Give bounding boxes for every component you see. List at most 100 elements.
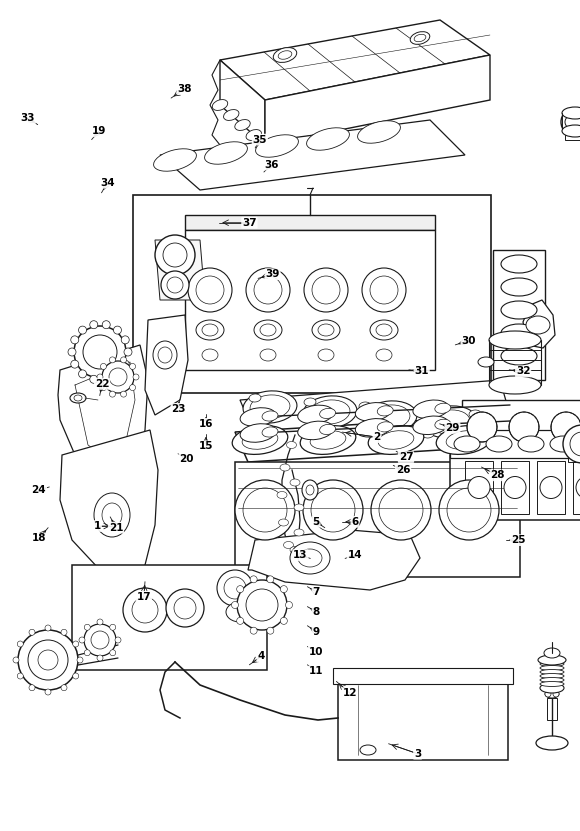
Ellipse shape: [509, 412, 539, 442]
Ellipse shape: [240, 424, 276, 442]
Ellipse shape: [155, 235, 195, 275]
Text: 22: 22: [95, 379, 109, 389]
Text: 16: 16: [198, 419, 213, 429]
Text: 31: 31: [414, 366, 429, 376]
Ellipse shape: [254, 276, 282, 304]
Ellipse shape: [551, 412, 580, 442]
Text: 14: 14: [347, 550, 362, 560]
Ellipse shape: [553, 691, 559, 697]
Text: 1: 1: [94, 521, 101, 531]
Ellipse shape: [121, 360, 129, 368]
Ellipse shape: [303, 396, 357, 428]
Text: 29: 29: [445, 423, 459, 433]
Text: 25: 25: [511, 535, 525, 545]
Bar: [465, 461, 493, 514]
Ellipse shape: [256, 135, 298, 157]
Text: 11: 11: [309, 666, 324, 676]
Ellipse shape: [72, 673, 79, 679]
Ellipse shape: [285, 602, 292, 608]
Ellipse shape: [423, 406, 477, 438]
Ellipse shape: [446, 430, 482, 450]
Ellipse shape: [545, 690, 559, 698]
Polygon shape: [220, 60, 265, 145]
Ellipse shape: [356, 402, 391, 421]
Ellipse shape: [298, 549, 322, 567]
Ellipse shape: [78, 370, 86, 378]
Polygon shape: [145, 315, 188, 415]
Ellipse shape: [284, 542, 293, 548]
Ellipse shape: [202, 349, 218, 361]
Ellipse shape: [97, 655, 103, 661]
Ellipse shape: [561, 108, 580, 136]
Bar: [501, 461, 529, 514]
Bar: [72, 565, 267, 670]
Ellipse shape: [576, 476, 580, 499]
Ellipse shape: [114, 370, 121, 378]
Ellipse shape: [154, 149, 197, 171]
Ellipse shape: [235, 480, 295, 540]
Ellipse shape: [250, 576, 257, 583]
Polygon shape: [505, 445, 520, 510]
Ellipse shape: [102, 321, 110, 329]
Ellipse shape: [413, 416, 449, 435]
Ellipse shape: [367, 426, 379, 434]
Ellipse shape: [114, 326, 121, 334]
Ellipse shape: [196, 320, 224, 340]
Ellipse shape: [478, 357, 494, 367]
Ellipse shape: [501, 255, 537, 273]
Ellipse shape: [226, 602, 254, 622]
Ellipse shape: [232, 425, 288, 455]
Ellipse shape: [320, 408, 336, 419]
Ellipse shape: [158, 347, 172, 363]
Bar: [537, 461, 565, 514]
Ellipse shape: [61, 629, 67, 635]
Polygon shape: [523, 300, 555, 348]
Ellipse shape: [540, 661, 564, 666]
Text: 33: 33: [21, 113, 35, 123]
Text: 10: 10: [309, 647, 324, 656]
Ellipse shape: [237, 586, 244, 593]
Text: 3: 3: [414, 749, 421, 759]
Text: 6: 6: [351, 517, 358, 527]
Ellipse shape: [447, 488, 491, 532]
Ellipse shape: [161, 271, 189, 299]
Text: 39: 39: [266, 269, 280, 279]
Ellipse shape: [360, 745, 376, 755]
Text: 4: 4: [258, 652, 264, 661]
Ellipse shape: [71, 336, 79, 344]
Ellipse shape: [545, 691, 551, 697]
Ellipse shape: [318, 349, 334, 361]
Ellipse shape: [540, 683, 564, 693]
Ellipse shape: [290, 542, 330, 574]
Ellipse shape: [454, 436, 480, 452]
Ellipse shape: [377, 406, 393, 416]
Ellipse shape: [260, 349, 276, 361]
Ellipse shape: [84, 624, 90, 630]
Ellipse shape: [378, 430, 414, 450]
Ellipse shape: [540, 681, 564, 686]
Ellipse shape: [370, 276, 398, 304]
Text: 38: 38: [177, 84, 191, 94]
Ellipse shape: [306, 485, 314, 495]
Ellipse shape: [277, 491, 287, 499]
Ellipse shape: [303, 480, 363, 540]
Ellipse shape: [217, 570, 253, 606]
Ellipse shape: [370, 320, 398, 340]
Ellipse shape: [298, 421, 334, 440]
Ellipse shape: [97, 619, 103, 625]
Ellipse shape: [310, 400, 350, 424]
Ellipse shape: [550, 436, 576, 452]
Ellipse shape: [250, 627, 257, 634]
Ellipse shape: [102, 503, 122, 527]
Ellipse shape: [302, 480, 318, 500]
Ellipse shape: [312, 422, 324, 430]
Ellipse shape: [300, 425, 356, 455]
Ellipse shape: [115, 637, 121, 643]
Ellipse shape: [110, 650, 116, 656]
Ellipse shape: [174, 597, 196, 619]
Text: 36: 36: [264, 160, 278, 170]
Text: 13: 13: [293, 550, 307, 560]
Text: 21: 21: [109, 523, 123, 533]
Ellipse shape: [110, 624, 116, 630]
Ellipse shape: [504, 476, 526, 499]
